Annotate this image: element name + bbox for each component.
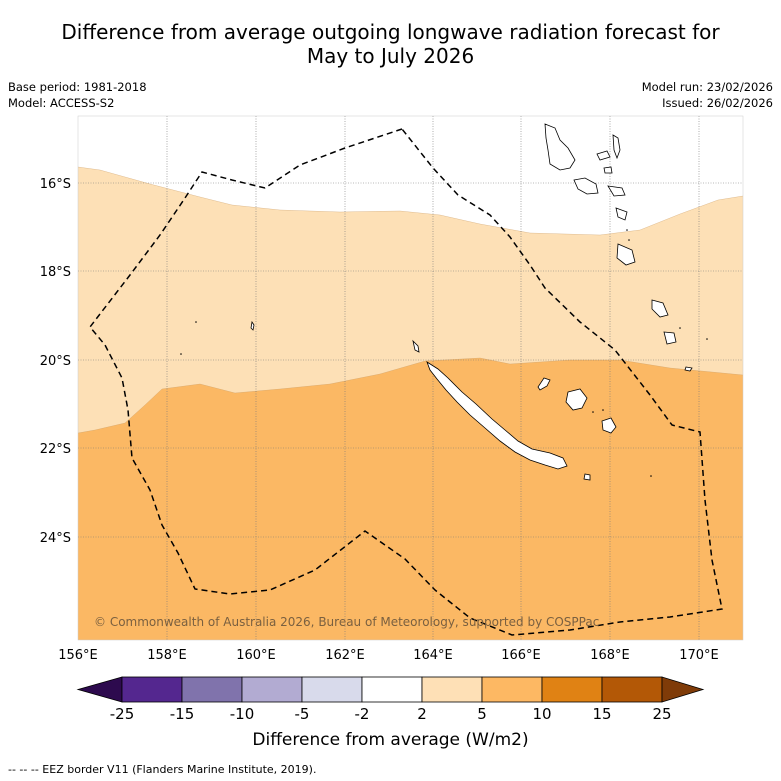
meta-left: Base period: 1981-2018 Model: ACCESS-S2 xyxy=(8,79,147,111)
vanuatu-ambae xyxy=(596,150,611,161)
graticule xyxy=(78,116,743,640)
lat-label: 24°S xyxy=(40,531,71,546)
chart-title-line1: Difference from average outgoing longwav… xyxy=(61,20,720,44)
lon-label: 156°E xyxy=(58,648,98,663)
vanuatu-erromango xyxy=(616,243,636,266)
mare-island xyxy=(601,417,617,434)
colorbar-segment xyxy=(361,676,423,703)
lat-label: 20°S xyxy=(40,354,71,369)
lat-label: 16°S xyxy=(40,177,71,192)
lon-axis-labels: 156°E 158°E 160°E 162°E 164°E 166°E 168°… xyxy=(58,648,719,663)
lat-axis-labels: 16°S 18°S 20°S 22°S 24°S xyxy=(40,177,71,546)
eez-border xyxy=(89,128,723,636)
lon-label: 170°E xyxy=(679,648,719,663)
lat-label: 22°S xyxy=(40,442,71,457)
colorbar-tick-label: 2 xyxy=(417,705,427,723)
map-frame xyxy=(77,115,744,641)
belep-island xyxy=(412,339,420,353)
colorbar-title: Difference from average (W/m2) xyxy=(252,730,529,750)
anomaly-region-5-10 xyxy=(78,358,743,640)
vanuatu-tanna xyxy=(651,299,669,318)
chart-title-line2: May to July 2026 xyxy=(306,44,475,68)
isle-of-pines xyxy=(583,473,591,481)
colorbar-segment xyxy=(421,676,483,703)
lon-label: 168°E xyxy=(590,648,630,663)
vanuatu-pentecost xyxy=(612,134,621,160)
lon-label: 160°E xyxy=(236,648,276,663)
lon-label: 166°E xyxy=(501,648,541,663)
colorbar-segment xyxy=(241,676,303,703)
colorbar-tick-label: -15 xyxy=(169,705,195,723)
vanuatu-malekula xyxy=(573,177,599,195)
colorbar-extend-high xyxy=(661,676,705,703)
colorbar-segment xyxy=(541,676,603,703)
colorbar xyxy=(76,676,705,703)
colorbar-segment xyxy=(481,676,543,703)
footer-eez-note: -- -- -- EEZ border V11 (Flanders Marine… xyxy=(8,763,317,776)
model-text: Model: ACCESS-S2 xyxy=(8,96,115,110)
colorbar-tick-label: 25 xyxy=(652,705,672,723)
lon-label: 162°E xyxy=(325,648,365,663)
ouvea-island xyxy=(537,377,551,391)
vanuatu-ambrym xyxy=(603,166,613,174)
new-caledonia-island xyxy=(426,361,568,470)
contour-lines xyxy=(78,166,743,434)
vanuatu-aneityum xyxy=(663,331,677,345)
colorbar-segment xyxy=(301,676,363,703)
base-period-text: Base period: 1981-2018 xyxy=(8,80,147,94)
colorbar-segment xyxy=(121,676,183,703)
vanuatu-efate xyxy=(615,207,628,221)
lifou-island xyxy=(565,388,588,411)
colorbar-tick-label: 15 xyxy=(592,705,612,723)
colorbar-segment xyxy=(181,676,243,703)
map-panel xyxy=(78,116,743,640)
chesterfield-islet xyxy=(250,320,255,331)
lat-label: 18°S xyxy=(40,265,71,280)
colorbar-segment xyxy=(601,676,663,703)
colorbar-extend-low xyxy=(76,676,123,703)
small-islets xyxy=(180,229,708,477)
lon-label: 158°E xyxy=(147,648,187,663)
colorbar-tick-label: 5 xyxy=(477,705,487,723)
lon-label: 164°E xyxy=(413,648,453,663)
meta-right: Model run: 23/02/2026 Issued: 26/02/2026 xyxy=(642,79,773,111)
matthew-island xyxy=(684,366,693,372)
model-run-text: Model run: 23/02/2026 xyxy=(641,80,773,94)
colorbar-tick-label: 10 xyxy=(532,705,552,723)
copyright-text: © Commonwealth of Australia 2026, Bureau… xyxy=(94,615,599,629)
colorbar-tick-label: -5 xyxy=(294,705,310,723)
land-outlines xyxy=(250,123,693,481)
colorbar-tick-label: -2 xyxy=(354,705,370,723)
issued-text: Issued: 26/02/2026 xyxy=(662,96,773,110)
vanuatu-epi xyxy=(607,185,626,197)
colorbar-tick-label: -10 xyxy=(229,705,255,723)
colorbar-tick-label: -25 xyxy=(109,705,135,723)
vanuatu-espiritu-santo xyxy=(544,123,576,171)
